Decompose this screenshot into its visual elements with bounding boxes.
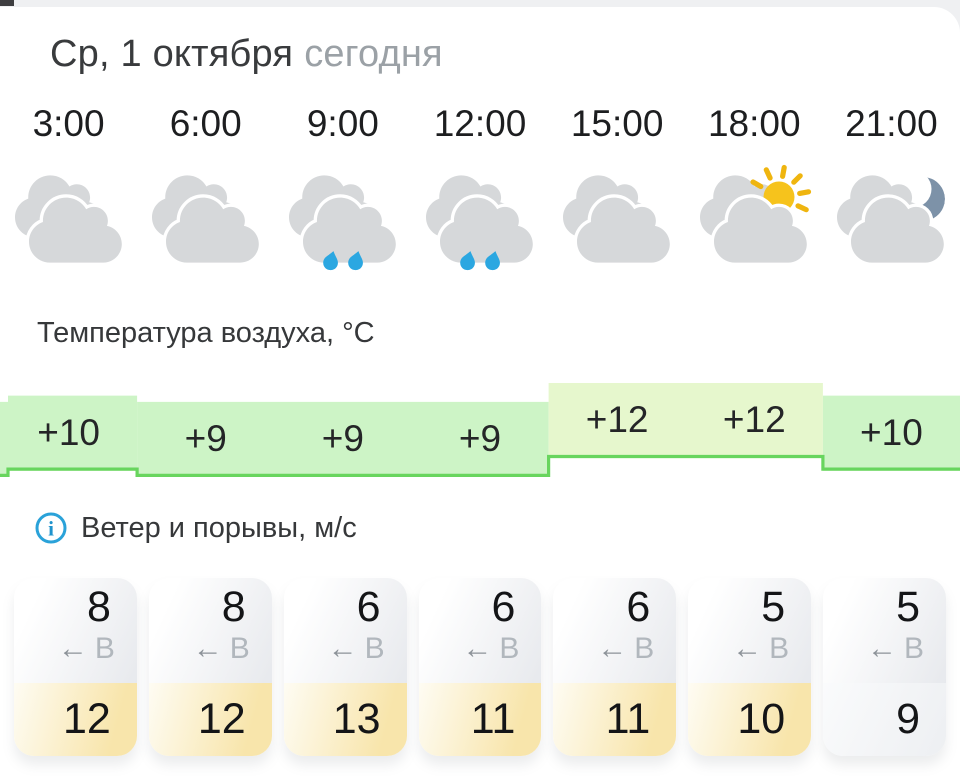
wind-card-top: 8 ← В (14, 578, 137, 683)
wind-card: 5 ← В 9 (823, 578, 947, 756)
temperature-value-label: +9 (458, 417, 502, 459)
time-label: 21:00 (845, 103, 938, 144)
wind-speed-value: 6 (356, 583, 381, 631)
weather-icon-cell (823, 157, 960, 281)
wind-card-top: 5 ← В (688, 578, 812, 683)
wind-card: 6 ← В 13 (283, 578, 407, 756)
cloudy-night-icon (837, 175, 948, 266)
wind-direction: ← В (419, 632, 542, 665)
temperature-strip-chart (0, 383, 960, 477)
temperature-value-label: +9 (184, 417, 227, 459)
wind-speed-value: 6 (491, 583, 516, 631)
wind-direction-letter: В (229, 632, 250, 666)
wind-direction: ← В (149, 632, 272, 665)
cloudy-icon (14, 175, 125, 266)
wind-gust-value: 9 (823, 683, 947, 756)
temperature-value-label: +9 (321, 417, 364, 459)
wind-direction-letter: В (364, 632, 385, 666)
wind-gust-value: 13 (283, 683, 407, 756)
wind-direction-letter: В (94, 632, 115, 666)
wind-card: 8 ← В 12 (14, 578, 137, 756)
wind-direction-letter: В (769, 632, 790, 666)
cloudy-icon (563, 175, 674, 266)
temperature-value-label: +10 (37, 411, 100, 453)
wind-card-top: 5 ← В (823, 578, 947, 683)
temperature-section-label: Температура воздуха, °C (37, 317, 375, 349)
wind-section-header: i Ветер и порывы, м/с (34, 511, 357, 545)
wind-direction-arrow-icon: ← (867, 632, 897, 666)
wind-cards-row: 8 ← В 12 8 ← В 12 6 ← В 13 6 ← В 11 6 ← В (0, 578, 960, 756)
rain-icon (425, 175, 537, 271)
wind-gust-value: 12 (14, 683, 137, 756)
wind-card: 6 ← В 11 (418, 578, 542, 756)
temperature-value-label: +10 (860, 411, 923, 453)
info-icon[interactable]: i (34, 511, 68, 545)
wind-speed-value: 8 (86, 583, 111, 631)
status-bar-fragment (0, 0, 14, 6)
cloudy-icon (151, 175, 262, 266)
time-label: 9:00 (306, 103, 379, 144)
times-row: 3:00 6:00 9:00 12:00 15:00 18:00 21:00 (0, 103, 960, 145)
time-label: 12:00 (433, 103, 527, 144)
wind-speed-value: 5 (761, 583, 786, 631)
wind-card-top: 8 ← В (148, 578, 272, 683)
wind-card: 6 ← В 11 (553, 578, 677, 756)
wind-gust-value: 10 (688, 683, 812, 756)
wind-gust-value: 12 (148, 683, 272, 756)
wind-speed-value: 5 (896, 583, 921, 631)
wind-direction-arrow-icon: ← (57, 632, 88, 666)
wind-direction: ← В (284, 632, 407, 665)
partly-sunny-icon (700, 164, 812, 266)
weather-icon-cell (411, 157, 548, 281)
wind-direction: ← В (14, 632, 137, 665)
wind-speed-value: 8 (221, 583, 246, 631)
weather-icon-cell (686, 157, 823, 281)
today-label: сегодня (304, 33, 443, 75)
time-label: 18:00 (707, 103, 801, 144)
wind-card-top: 6 ← В (418, 578, 542, 683)
wind-speed-value: 6 (626, 583, 651, 631)
weather-icon-cell (0, 157, 137, 281)
weather-icons-row (0, 157, 960, 281)
forecast-card[interactable]: Ср, 1 октября сегодня 3:00 6:00 9:00 12:00 15… (0, 7, 960, 784)
wind-direction-arrow-icon: ← (192, 632, 223, 666)
wind-direction: ← В (688, 632, 811, 665)
wind-card-top: 6 ← В (553, 578, 677, 683)
wind-direction-letter: В (904, 632, 925, 666)
wind-direction-arrow-icon: ← (462, 632, 493, 666)
wind-direction: ← В (553, 632, 676, 665)
time-label: 15:00 (570, 103, 664, 144)
wind-direction-letter: В (499, 632, 520, 666)
wind-direction-arrow-icon: ← (597, 632, 628, 666)
wind-direction-arrow-icon: ← (732, 632, 763, 666)
date-header: Ср, 1 октября сегодня (50, 33, 443, 76)
wind-gust-value: 11 (553, 683, 677, 756)
temperature-value-label: +12 (722, 399, 786, 440)
rain-icon (288, 175, 399, 271)
time-label: 6:00 (169, 103, 242, 144)
wind-direction: ← В (823, 632, 946, 665)
time-label: 3:00 (32, 103, 105, 144)
wind-card: 8 ← В 12 (148, 578, 272, 756)
wind-direction-arrow-icon: ← (327, 632, 358, 666)
wind-gust-value: 11 (418, 683, 542, 756)
date-label: Ср, 1 октября (50, 33, 294, 75)
wind-section-label: Ветер и порывы, м/с (81, 511, 357, 544)
wind-direction-letter: В (634, 632, 655, 666)
wind-card-top: 6 ← В (283, 578, 407, 683)
weather-icon-cell (137, 157, 274, 281)
wind-card: 5 ← В 10 (688, 578, 812, 756)
weather-icon-cell (549, 157, 686, 281)
weather-icon-cell (274, 157, 411, 281)
svg-text:i: i (48, 517, 54, 541)
temperature-value-label: +12 (585, 399, 649, 440)
